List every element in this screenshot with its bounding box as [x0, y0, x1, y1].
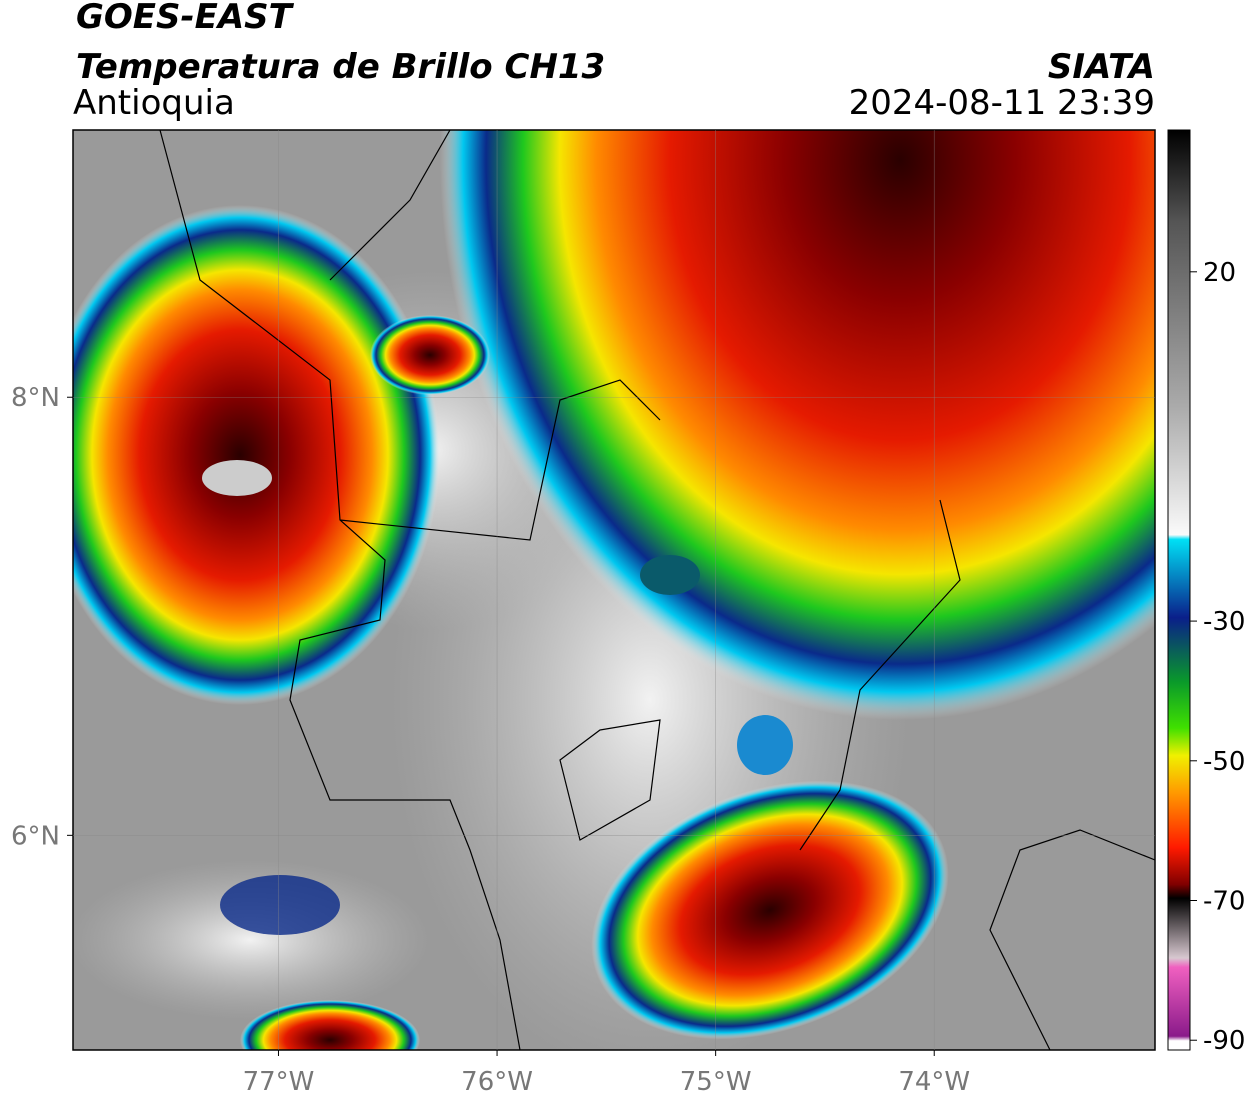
cloud [73, 860, 430, 1020]
datetime: 2024-08-11 23:39 [849, 83, 1155, 123]
storm [440, 130, 1155, 720]
colorbar-label: -70 [1203, 887, 1245, 917]
colorbar [1167, 129, 1191, 1051]
colorbar-label: -30 [1203, 607, 1245, 637]
borders [159, 130, 1155, 1050]
y-tick-label: 6°N [11, 821, 60, 851]
y-tick-label: 8°N [11, 383, 60, 413]
storm [73, 205, 440, 705]
x-tick-label: 74°W [898, 1067, 970, 1097]
region: Antioquia [73, 83, 235, 123]
imagery [73, 130, 1155, 1050]
subtitle: Temperatura de Brillo CH13 [76, 47, 605, 87]
cold-cloud [737, 715, 793, 775]
x-tick-label: 75°W [680, 1067, 752, 1097]
storm-core [202, 460, 272, 496]
x-tick-label: 76°W [461, 1067, 533, 1097]
map-frame [72, 129, 1156, 1051]
source: SIATA [1048, 47, 1155, 87]
colorbar-label: 20 [1203, 258, 1236, 288]
storm [240, 1000, 420, 1050]
title: GOES-EAST [76, 0, 295, 37]
cold-cloud [220, 875, 340, 935]
storm [591, 780, 949, 1040]
storm [370, 315, 490, 395]
colorbar-label: -50 [1203, 747, 1245, 777]
cold-cloud [640, 555, 700, 595]
x-tick-label: 77°W [243, 1067, 315, 1097]
colorbar-label: -90 [1203, 1026, 1245, 1056]
